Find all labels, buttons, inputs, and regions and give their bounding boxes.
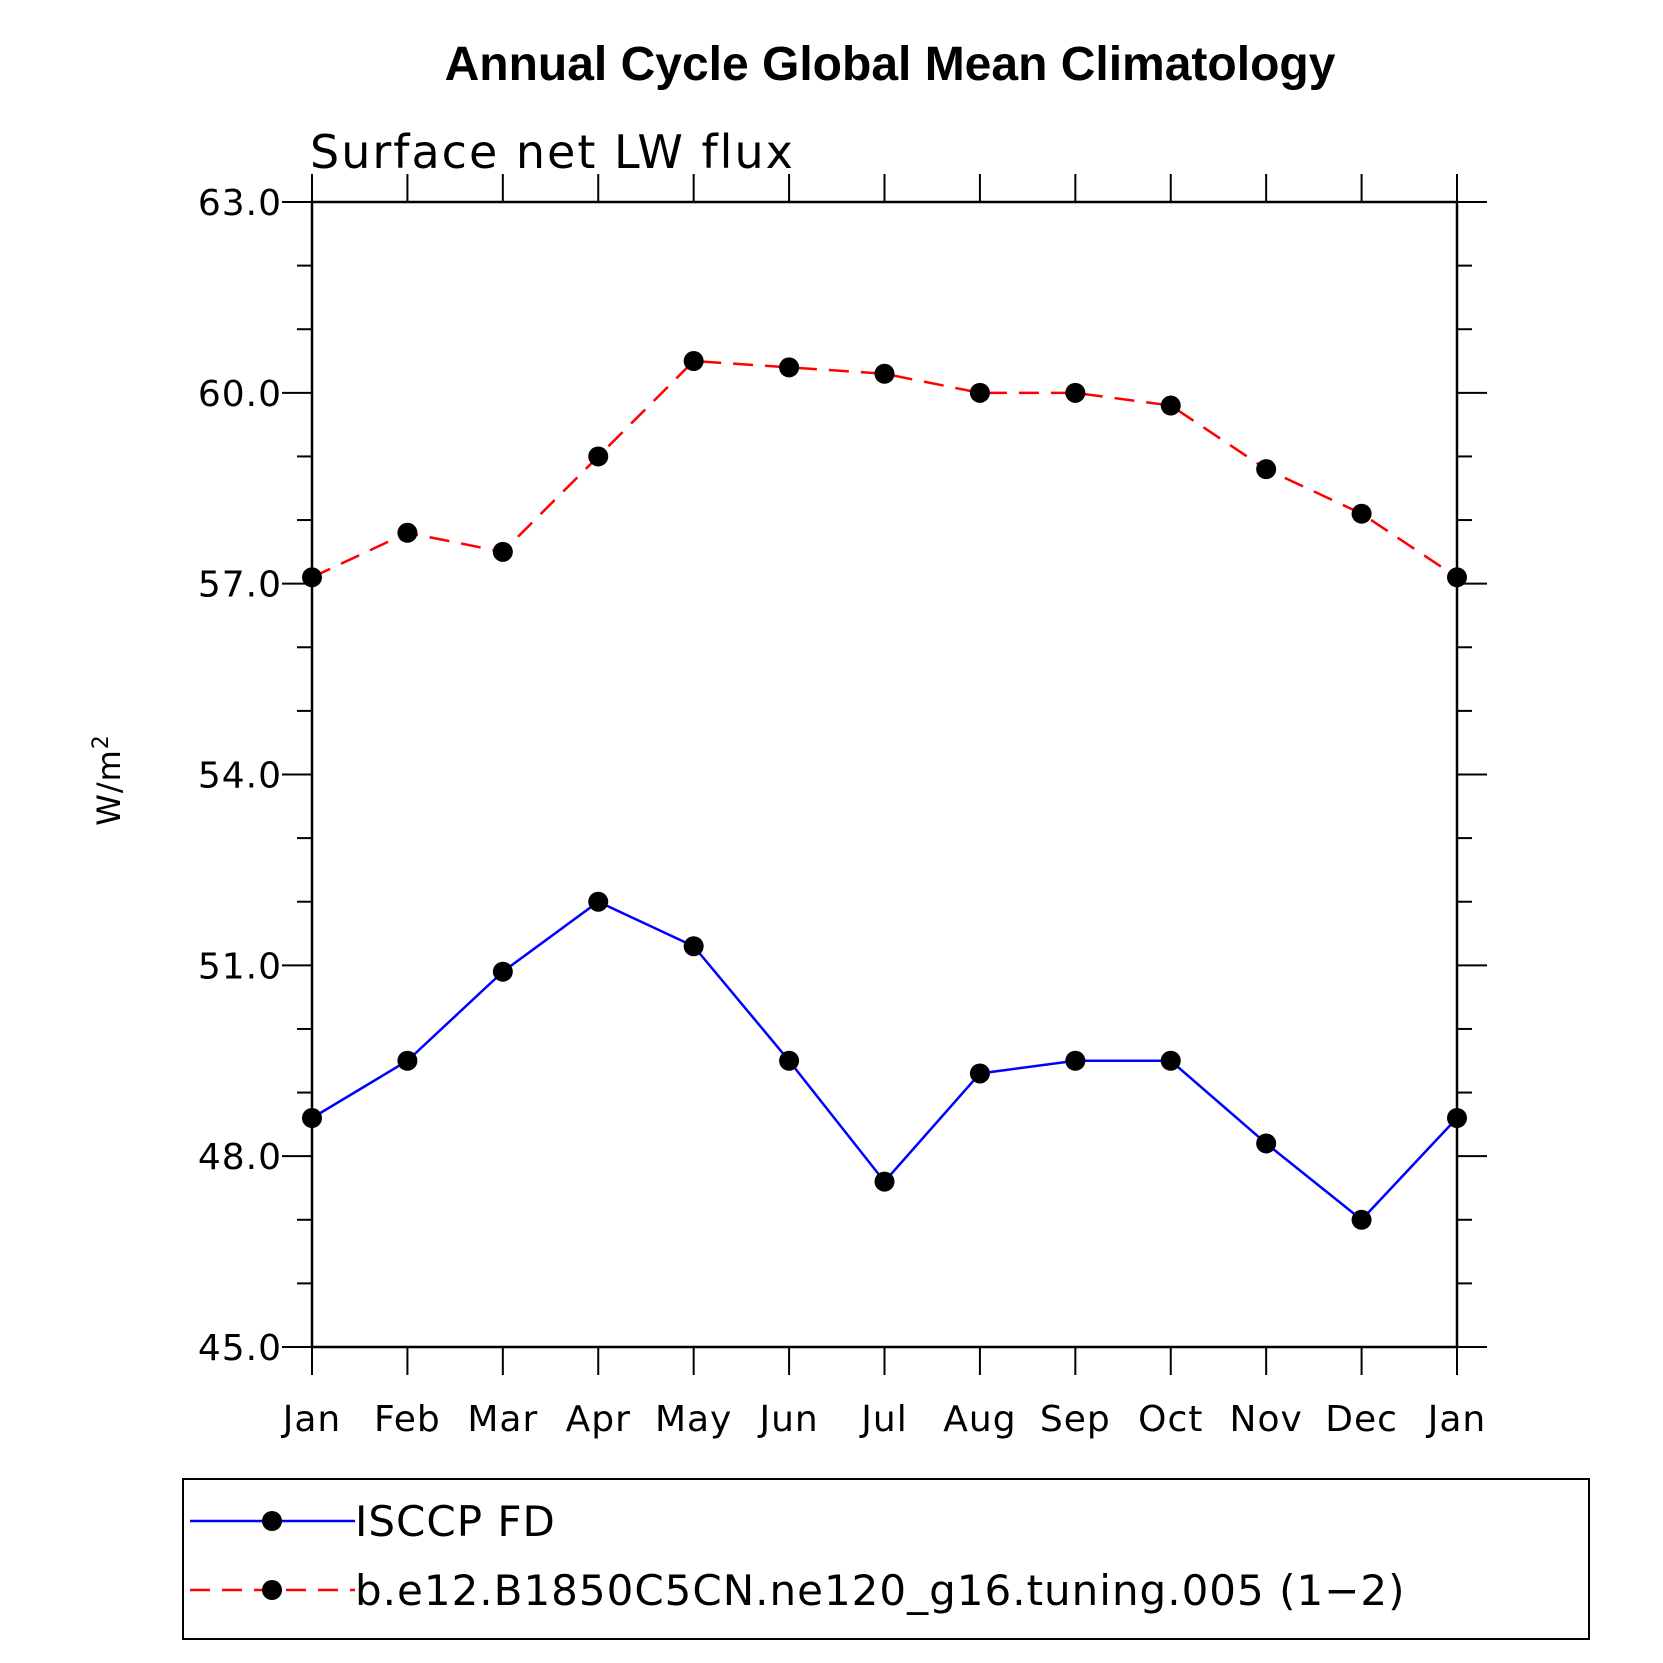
legend-label-model: b.e12.B1850C5CN.ne120_g16.tuning.005 (1−… (355, 1566, 1406, 1615)
x-tick-label: May (655, 1399, 732, 1440)
x-tick-label: Jan (1426, 1399, 1487, 1440)
data-point-0 (874, 1171, 895, 1192)
y-axis-label-superscript: 2 (89, 734, 114, 749)
data-point-1 (492, 541, 513, 562)
data-point-1 (969, 382, 990, 403)
data-point-0 (1160, 1050, 1181, 1071)
chart-title: Annual Cycle Global Mean Climatology (445, 38, 1336, 91)
x-tick-label: Nov (1230, 1399, 1303, 1440)
data-point-1 (302, 567, 322, 588)
data-point-1 (588, 446, 609, 467)
x-tick-label: Sep (1040, 1399, 1111, 1440)
y-tick-label: 63.0 (198, 183, 282, 224)
data-point-0 (969, 1063, 990, 1084)
data-point-0 (397, 1050, 418, 1071)
data-point-0 (1065, 1050, 1086, 1071)
y-tick-label: 54.0 (198, 756, 282, 797)
data-point-0 (779, 1050, 800, 1071)
legend-marker-isccp (262, 1511, 282, 1531)
data-point-1 (1351, 503, 1372, 524)
data-point-0 (588, 891, 609, 912)
data-point-0 (1256, 1133, 1277, 1154)
x-tick-label: Jan (281, 1399, 342, 1440)
series-line-1 (311, 359, 1458, 579)
y-tick-label: 60.0 (198, 374, 282, 415)
legend: ISCCP FD b.e12.B1850C5CN.ne120_g16.tunin… (190, 1497, 1406, 1615)
x-tick-label: Oct (1138, 1399, 1203, 1440)
legend-box (182, 1478, 1590, 1640)
x-tick-label: Dec (1325, 1399, 1398, 1440)
x-tick-label: Aug (943, 1399, 1016, 1440)
x-tick-label: Feb (374, 1399, 441, 1440)
data-point-0 (1447, 1108, 1467, 1128)
series-layer (302, 351, 1467, 1230)
data-point-1 (1447, 567, 1467, 588)
data-point-1 (1065, 382, 1086, 403)
y-axis-label: W/m2 (89, 734, 128, 826)
x-tick-label: Mar (467, 1399, 538, 1440)
legend-label-isccp: ISCCP FD (355, 1497, 556, 1546)
y-tick-label: 48.0 (198, 1137, 282, 1178)
legend-marker-model (262, 1580, 282, 1600)
x-tick-label: Apr (566, 1399, 631, 1440)
data-point-1 (1256, 459, 1277, 480)
data-point-1 (1160, 395, 1181, 416)
data-point-0 (683, 936, 704, 957)
data-point-1 (397, 522, 418, 543)
data-point-0 (492, 961, 513, 982)
axes: 45.0 48.0 51.0 54.0 57.0 60.0 63.0 Jan Feb Mar Apr… (198, 174, 1487, 1440)
data-point-1 (683, 351, 704, 372)
chart-subtitle: Surface net LW flux (310, 125, 795, 179)
y-tick-label: 45.0 (198, 1328, 282, 1369)
x-tick-label: Jun (757, 1399, 818, 1440)
y-tick-label: 57.0 (198, 565, 282, 606)
data-point-0 (1351, 1209, 1372, 1230)
y-tick-label: 51.0 (198, 946, 282, 987)
x-tick-label: Jul (859, 1399, 907, 1440)
data-point-0 (302, 1108, 322, 1128)
data-point-1 (779, 357, 800, 378)
data-point-1 (874, 363, 895, 384)
y-axis-label-text: W/m (90, 749, 128, 826)
